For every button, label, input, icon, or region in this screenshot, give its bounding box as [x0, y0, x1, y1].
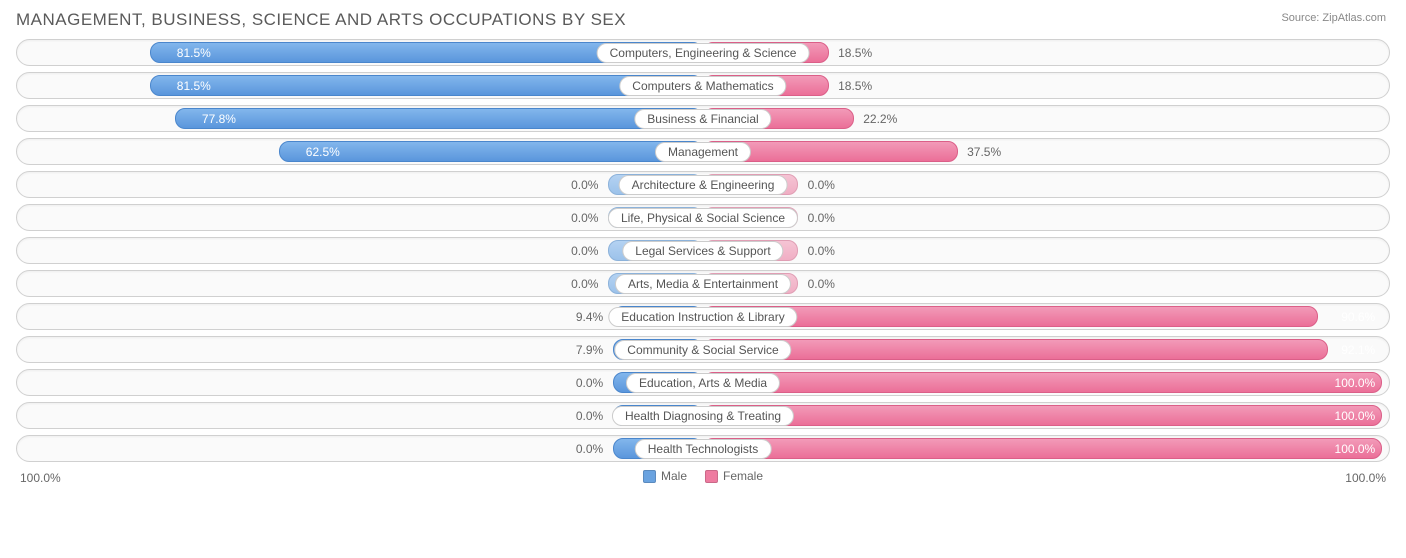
- axis-left-label: 100.0%: [20, 471, 61, 485]
- male-pct-label: 62.5%: [306, 145, 340, 159]
- male-pct-label: 0.0%: [576, 376, 603, 390]
- chart-row: 7.9% 92.1% Community & Social Service: [16, 333, 1390, 366]
- female-bar: [703, 339, 1328, 360]
- axis-right-label: 100.0%: [1345, 471, 1386, 485]
- bars-wrap: 81.5% 18.5% Computers & Mathematics: [24, 75, 1382, 96]
- male-pct-label: 0.0%: [576, 409, 603, 423]
- female-pct-label: 0.0%: [808, 277, 835, 291]
- female-pct-label: 92.1%: [1341, 343, 1375, 357]
- category-label: Business & Financial: [634, 109, 771, 129]
- legend-female-label: Female: [723, 469, 763, 483]
- male-swatch: [643, 470, 656, 483]
- category-label: Education Instruction & Library: [608, 307, 797, 327]
- category-label: Architecture & Engineering: [619, 175, 788, 195]
- male-pct-label: 9.4%: [576, 310, 603, 324]
- bars-wrap: 0.0% 100.0% Health Diagnosing & Treating: [24, 405, 1382, 426]
- bars-wrap: 77.8% 22.2% Business & Financial: [24, 108, 1382, 129]
- female-bar: [703, 405, 1382, 426]
- male-pct-label: 0.0%: [576, 442, 603, 456]
- female-pct-label: 90.6%: [1341, 310, 1375, 324]
- female-swatch: [705, 470, 718, 483]
- chart-row: 0.0% 0.0% Legal Services & Support: [16, 234, 1390, 267]
- category-label: Health Diagnosing & Treating: [612, 406, 794, 426]
- female-pct-label: 0.0%: [808, 211, 835, 225]
- female-pct-label: 100.0%: [1335, 376, 1376, 390]
- source-attribution: Source: ZipAtlas.com: [1281, 12, 1386, 24]
- chart-row: 81.5% 18.5% Computers & Mathematics: [16, 69, 1390, 102]
- female-pct-label: 0.0%: [808, 244, 835, 258]
- category-label: Management: [655, 142, 751, 162]
- female-pct-label: 0.0%: [808, 178, 835, 192]
- female-pct-label: 22.2%: [863, 112, 897, 126]
- bars-wrap: 0.0% 100.0% Education, Arts & Media: [24, 372, 1382, 393]
- chart-row: 0.0% 0.0% Life, Physical & Social Science: [16, 201, 1390, 234]
- bars-wrap: 81.5% 18.5% Computers, Engineering & Scien…: [24, 42, 1382, 63]
- chart-row: 0.0% 0.0% Arts, Media & Entertainment: [16, 267, 1390, 300]
- category-label: Community & Social Service: [614, 340, 791, 360]
- female-pct-label: 100.0%: [1335, 442, 1376, 456]
- male-pct-label: 81.5%: [177, 46, 211, 60]
- bars-wrap: 0.0% 0.0% Life, Physical & Social Science: [24, 207, 1382, 228]
- chart-row: 0.0% 100.0% Health Technologists: [16, 432, 1390, 465]
- male-bar: [175, 108, 703, 129]
- female-bar: [703, 438, 1382, 459]
- chart-row: 77.8% 22.2% Business & Financial: [16, 102, 1390, 135]
- legend: Male Female: [643, 469, 763, 483]
- chart-title: MANAGEMENT, BUSINESS, SCIENCE AND ARTS O…: [16, 10, 1390, 30]
- bars-wrap: 0.0% 0.0% Arts, Media & Entertainment: [24, 273, 1382, 294]
- bars-wrap: 0.0% 100.0% Health Technologists: [24, 438, 1382, 459]
- male-pct-label: 0.0%: [571, 211, 598, 225]
- chart-row: 0.0% 100.0% Education, Arts & Media: [16, 366, 1390, 399]
- female-pct-label: 37.5%: [967, 145, 1001, 159]
- bars-wrap: 9.4% 90.6% Education Instruction & Library: [24, 306, 1382, 327]
- bars-wrap: 62.5% 37.5% Management: [24, 141, 1382, 162]
- category-label: Health Technologists: [635, 439, 772, 459]
- legend-female: Female: [705, 469, 763, 483]
- chart-row: 81.5% 18.5% Computers, Engineering & Scien…: [16, 36, 1390, 69]
- male-pct-label: 81.5%: [177, 79, 211, 93]
- chart-footer: 100.0% Male Female 100.0%: [16, 467, 1390, 497]
- male-pct-label: 77.8%: [202, 112, 236, 126]
- female-pct-label: 18.5%: [838, 79, 872, 93]
- bars-wrap: 7.9% 92.1% Community & Social Service: [24, 339, 1382, 360]
- legend-male-label: Male: [661, 469, 687, 483]
- female-bar: [703, 372, 1382, 393]
- diverging-bar-chart: 81.5% 18.5% Computers, Engineering & Scien…: [16, 36, 1390, 465]
- male-pct-label: 0.0%: [571, 244, 598, 258]
- female-pct-label: 100.0%: [1335, 409, 1376, 423]
- male-pct-label: 0.0%: [571, 277, 598, 291]
- male-pct-label: 0.0%: [571, 178, 598, 192]
- legend-male: Male: [643, 469, 687, 483]
- category-label: Legal Services & Support: [622, 241, 783, 261]
- category-label: Arts, Media & Entertainment: [615, 274, 791, 294]
- chart-row: 62.5% 37.5% Management: [16, 135, 1390, 168]
- male-pct-label: 7.9%: [576, 343, 603, 357]
- bars-wrap: 0.0% 0.0% Legal Services & Support: [24, 240, 1382, 261]
- chart-row: 0.0% 0.0% Architecture & Engineering: [16, 168, 1390, 201]
- chart-row: 9.4% 90.6% Education Instruction & Library: [16, 300, 1390, 333]
- category-label: Education, Arts & Media: [626, 373, 780, 393]
- category-label: Life, Physical & Social Science: [608, 208, 798, 228]
- bars-wrap: 0.0% 0.0% Architecture & Engineering: [24, 174, 1382, 195]
- male-bar: [279, 141, 703, 162]
- category-label: Computers & Mathematics: [619, 76, 786, 96]
- female-pct-label: 18.5%: [838, 46, 872, 60]
- chart-row: 0.0% 100.0% Health Diagnosing & Treating: [16, 399, 1390, 432]
- category-label: Computers, Engineering & Science: [597, 43, 810, 63]
